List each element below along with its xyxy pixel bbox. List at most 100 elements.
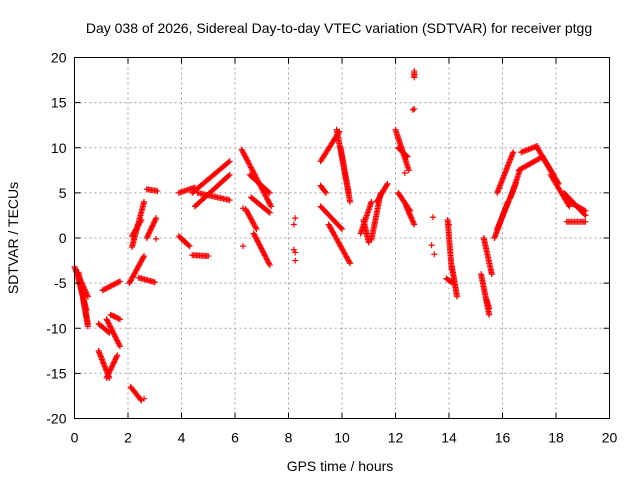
y-tick-label: 10 [51,140,67,156]
data-point [84,323,91,330]
data-point [406,210,413,217]
x-axis-label: GPS time / hours [287,458,394,474]
x-tick-label: 12 [388,430,404,446]
data-point [253,225,260,232]
data-point [408,214,415,221]
data-point [265,259,272,266]
data-point [181,238,188,245]
data-point [409,218,416,225]
data-point [347,260,354,267]
data-point [267,202,274,209]
data-point [259,248,266,255]
data-point [365,239,372,246]
data-point [116,343,123,350]
data-point [510,149,517,156]
data-point [99,287,106,294]
x-tick-label: 8 [285,430,293,446]
data-point [262,253,269,260]
data-point [581,207,588,214]
y-tick-label: 20 [51,50,67,66]
data-point [251,231,258,238]
data-point [252,224,259,231]
data-point [290,221,297,228]
data-point [225,159,232,166]
data-point [337,224,344,231]
data-point [368,198,375,205]
data-point [115,315,122,322]
data-point [110,313,117,320]
data-point [263,256,270,263]
data-point [104,284,111,291]
y-tick-label: 0 [59,230,67,246]
data-point [504,198,511,205]
data-point [404,206,411,213]
data-point [384,180,391,187]
data-point [428,242,435,249]
data-point [268,203,275,210]
data-point [407,213,414,220]
data-point [140,254,147,261]
x-tick-label: 20 [602,430,618,446]
data-point [106,283,113,290]
data-point [226,158,233,165]
data-point [582,207,589,214]
data-point [266,189,273,196]
data-point [258,245,265,252]
data-point [111,281,118,288]
data-point [151,279,158,286]
x-tick-label: 2 [124,430,132,446]
data-point [254,237,261,244]
data-point [403,204,410,211]
data-point [292,257,299,264]
data-point [266,262,273,269]
data-point [411,221,418,228]
data-point [582,218,589,225]
data-point [347,198,354,205]
data-point [137,218,144,225]
data-point [116,278,123,285]
x-tick-label: 18 [548,430,564,446]
chart-title: Day 038 of 2026, Sidereal Day-to-day VTE… [86,20,592,36]
data-point [410,220,417,227]
data-point [141,395,148,402]
data-point [205,253,212,260]
data-point [253,235,260,242]
x-tick-label: 0 [71,430,79,446]
y-axis-label: SDTVAR / TECUs [5,182,21,294]
data-point [225,172,232,179]
data-point [114,352,121,359]
data-point [102,285,109,292]
data-point [290,246,297,253]
x-tick-label: 10 [334,430,350,446]
data-point [322,189,329,196]
data-point [322,188,329,195]
data-point [405,167,412,174]
data-point [257,244,264,251]
grid-layer [74,57,610,419]
data-point [226,171,233,178]
data-point [252,233,259,240]
x-tick-label: 6 [231,430,239,446]
data-point [346,258,353,265]
data-point [405,207,412,214]
data-point [429,214,436,221]
data-point [265,208,272,215]
data-point [153,235,160,242]
data-point [261,252,268,259]
data-point [401,170,408,177]
data-point [403,152,410,159]
data-point [265,188,272,195]
y-tick-label: -5 [54,275,67,291]
data-point [108,282,115,289]
data-point [292,215,299,222]
data-point [257,242,264,249]
data-point [411,74,418,81]
data-point [446,221,452,228]
data-point [486,311,493,318]
data-point [264,257,271,264]
data-point [112,280,119,287]
data-point [409,217,416,224]
data-point [110,281,117,288]
data-point [266,260,273,267]
data-point [108,312,115,319]
